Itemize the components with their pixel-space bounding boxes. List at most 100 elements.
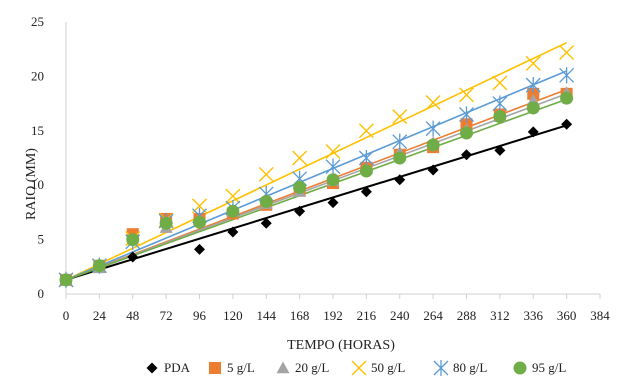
point-diamond	[561, 118, 573, 130]
point-circle	[226, 204, 240, 218]
point-star	[425, 120, 441, 137]
legend-item: 20 g/L	[276, 360, 329, 375]
x-tick-label: 96	[193, 308, 207, 323]
point-diamond	[260, 217, 272, 229]
point-x	[358, 123, 374, 139]
x-tick-label: 72	[160, 308, 173, 323]
point-diamond	[146, 362, 158, 374]
trendline	[65, 41, 567, 281]
point-circle	[526, 101, 540, 115]
legend-item: 5 g/L	[209, 360, 255, 375]
point-x	[325, 143, 341, 159]
point-circle	[59, 273, 73, 287]
x-tick-label: 0	[63, 308, 70, 323]
legend-label: PDA	[164, 360, 191, 375]
point-triangle	[276, 361, 290, 374]
point-circle	[560, 91, 574, 105]
point-x	[492, 75, 508, 91]
legend-item: 95 g/L	[513, 360, 566, 375]
y-tick-label: 15	[31, 123, 44, 138]
trendline	[65, 70, 567, 281]
x-tick-label: 24	[93, 308, 107, 323]
point-circle	[359, 164, 373, 178]
x-tick-label: 240	[390, 308, 410, 323]
point-circle	[293, 180, 307, 194]
point-star	[325, 158, 341, 175]
point-circle	[513, 361, 527, 375]
x-tick-label: 168	[290, 308, 310, 323]
legend-item: 80 g/L	[433, 359, 487, 377]
point-circle	[426, 138, 440, 152]
legend: PDA 5 g/L 20 g/L 50 g/L 80 g/L 95 g/L	[146, 359, 566, 377]
point-star	[459, 106, 474, 123]
y-tick-label: 10	[31, 177, 44, 192]
x-tick-label: 120	[223, 308, 243, 323]
point-star	[559, 67, 575, 84]
trendlines	[65, 41, 567, 281]
trendline	[65, 98, 567, 281]
point-x	[525, 55, 541, 71]
point-diamond	[427, 164, 439, 176]
point-x	[258, 166, 274, 182]
point-circle	[92, 259, 106, 273]
point-circle	[493, 110, 507, 124]
point-circle	[326, 173, 340, 187]
y-tick-label: 0	[38, 286, 45, 301]
point-star	[392, 133, 408, 150]
point-star	[433, 359, 449, 377]
point-diamond	[327, 197, 339, 209]
point-circle	[460, 126, 473, 140]
legend-label: 80 g/L	[453, 360, 487, 375]
point-star	[358, 149, 374, 167]
x-tick-label: 288	[457, 308, 477, 323]
x-tick-label: 216	[357, 308, 377, 323]
x-tick-label: 360	[557, 308, 577, 323]
point-diamond	[394, 174, 406, 186]
point-circle	[159, 216, 173, 230]
point-circle	[126, 233, 140, 247]
trendline	[65, 124, 567, 281]
data-points	[58, 44, 575, 288]
point-diamond	[360, 186, 372, 198]
x-tick-label: 144	[257, 308, 277, 323]
point-x	[459, 87, 474, 103]
x-tick-label: 336	[524, 308, 544, 323]
y-tick-label: 20	[31, 68, 44, 83]
point-star	[492, 95, 508, 112]
point-x	[351, 360, 367, 376]
x-tick-label: 384	[590, 308, 610, 323]
point-x	[292, 150, 308, 166]
x-tick-label: 312	[490, 308, 510, 323]
point-diamond	[194, 243, 205, 255]
axes: 0 24 48 72 96 120 144 168 192 216 240 264 288 312 336 3…	[31, 14, 610, 323]
trendline	[65, 93, 567, 281]
series-points	[59, 91, 574, 287]
x-axis-title: TEMPO (HORAS)	[287, 338, 395, 353]
point-circle	[259, 195, 273, 209]
point-diamond	[227, 226, 239, 238]
point-circle	[393, 151, 407, 165]
y-tick-label: 25	[31, 14, 44, 29]
x-tick-label: 48	[126, 308, 139, 323]
point-diamond	[294, 205, 306, 217]
point-diamond	[461, 149, 472, 161]
point-diamond	[127, 251, 139, 263]
point-x	[559, 44, 575, 60]
point-x	[425, 95, 441, 111]
point-x	[392, 109, 408, 125]
point-square	[527, 87, 540, 100]
legend-label: 20 g/L	[295, 360, 329, 375]
point-square	[209, 362, 221, 374]
point-circle	[193, 215, 206, 229]
legend-label: 50 g/L	[371, 360, 405, 375]
y-tick-label: 5	[38, 232, 45, 247]
y-axis-title: RAIO (MM)	[24, 148, 39, 220]
point-x	[225, 188, 241, 204]
x-tick-label: 264	[423, 308, 443, 323]
legend-item: PDA	[146, 360, 191, 375]
point-diamond	[494, 144, 506, 156]
legend-label: 5 g/L	[227, 360, 255, 375]
legend-item: 50 g/L	[351, 360, 405, 376]
